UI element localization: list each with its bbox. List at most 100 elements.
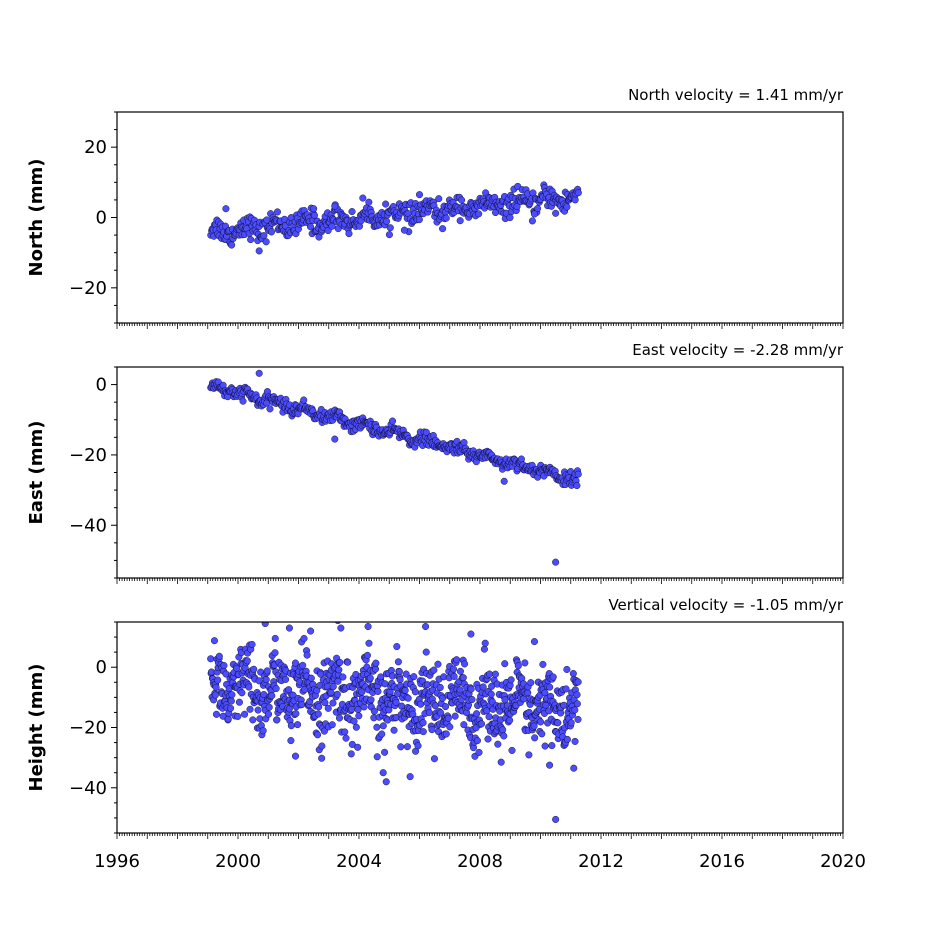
- data-point: [255, 247, 263, 255]
- data-point: [291, 752, 299, 760]
- data-point: [571, 737, 579, 745]
- data-point: [352, 723, 360, 731]
- data-point: [315, 703, 323, 711]
- data-point: [250, 665, 258, 673]
- height-axis-title: Height (mm): [26, 664, 47, 792]
- y-tick-label: 0: [96, 657, 107, 678]
- data-point: [573, 691, 581, 699]
- data-point: [320, 727, 328, 735]
- data-point: [451, 712, 459, 720]
- data-point: [261, 622, 269, 628]
- data-point: [475, 748, 483, 756]
- data-point: [453, 656, 461, 664]
- data-point: [456, 217, 464, 225]
- data-point: [336, 658, 344, 666]
- data-point: [442, 703, 450, 711]
- data-point: [530, 722, 538, 730]
- data-point: [442, 730, 450, 738]
- data-point: [227, 697, 235, 705]
- data-point: [318, 754, 326, 762]
- data-point: [434, 660, 442, 668]
- data-point: [422, 648, 430, 656]
- data-point: [570, 764, 578, 772]
- data-point: [347, 750, 355, 758]
- data-point: [324, 704, 332, 712]
- data-point: [403, 743, 411, 751]
- data-point: [436, 683, 444, 691]
- data-point: [370, 707, 378, 715]
- data-point: [314, 710, 322, 718]
- height-points: [207, 622, 582, 823]
- data-point: [431, 702, 439, 710]
- data-point: [348, 208, 356, 216]
- data-point: [390, 726, 398, 734]
- x-tick-label: 2012: [578, 851, 624, 872]
- data-point: [484, 735, 492, 743]
- data-point: [359, 194, 367, 202]
- data-point: [573, 482, 581, 490]
- data-point: [273, 208, 281, 216]
- data-point: [321, 699, 329, 707]
- data-point: [530, 638, 538, 646]
- data-point: [494, 740, 502, 748]
- data-point: [528, 217, 536, 225]
- data-point: [303, 651, 311, 659]
- data-point: [263, 667, 271, 675]
- data-point: [211, 691, 219, 699]
- data-point: [514, 662, 522, 670]
- data-point: [374, 687, 382, 695]
- data-point: [430, 666, 438, 674]
- data-point: [291, 659, 299, 667]
- data-point: [501, 660, 509, 668]
- data-point: [245, 683, 253, 691]
- data-point: [300, 635, 308, 643]
- data-point: [517, 455, 525, 463]
- data-point: [428, 726, 436, 734]
- data-point: [239, 397, 247, 405]
- data-point: [228, 691, 236, 699]
- data-point: [367, 696, 375, 704]
- data-point: [406, 773, 414, 781]
- data-point: [373, 753, 381, 761]
- data-point: [446, 723, 454, 731]
- data-point: [571, 196, 579, 204]
- data-point: [271, 634, 279, 642]
- data-point: [537, 718, 545, 726]
- data-point: [214, 676, 222, 684]
- data-point: [282, 675, 290, 683]
- data-point: [227, 704, 235, 712]
- data-point: [394, 658, 402, 666]
- data-point: [329, 699, 337, 707]
- data-point: [365, 639, 373, 647]
- data-point: [262, 238, 270, 246]
- data-point: [546, 761, 554, 769]
- data-point: [444, 714, 452, 722]
- data-point: [524, 689, 532, 697]
- data-point: [500, 477, 508, 485]
- data-point: [266, 405, 274, 413]
- data-point: [314, 731, 322, 739]
- data-point: [383, 217, 391, 225]
- data-point: [548, 742, 556, 750]
- data-point: [299, 661, 307, 669]
- data-point: [468, 696, 476, 704]
- data-point: [422, 623, 430, 631]
- data-point: [318, 742, 326, 750]
- data-point: [260, 232, 268, 240]
- data-point: [344, 658, 352, 666]
- y-tick-label: 0: [96, 208, 107, 229]
- data-point: [574, 678, 582, 686]
- east-points: [207, 369, 582, 566]
- data-point: [478, 720, 486, 728]
- data-point: [377, 673, 385, 681]
- north-axis-title: North (mm): [26, 159, 47, 277]
- data-point: [345, 230, 353, 238]
- data-point: [500, 732, 508, 740]
- data-point: [541, 742, 549, 750]
- data-point: [354, 743, 362, 751]
- data-point: [381, 748, 389, 756]
- data-point: [552, 209, 560, 217]
- data-point: [416, 191, 424, 199]
- y-tick-label: −40: [69, 778, 107, 799]
